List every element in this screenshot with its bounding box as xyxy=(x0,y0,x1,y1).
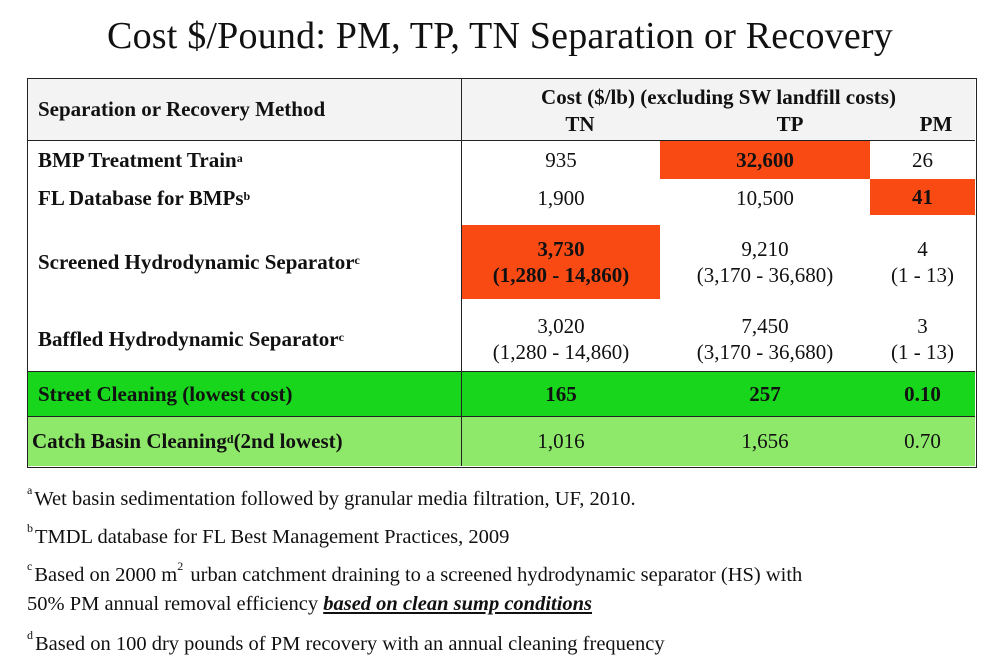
superscript-exponent: 2 xyxy=(177,558,184,573)
cell-screened-tn: 3,730 (1,280 - 14,860) xyxy=(462,225,660,299)
cost-header: Cost ($/lb) (excluding SW landfill costs… xyxy=(462,79,975,141)
cell-baffled-pm: 3 (1 - 13) xyxy=(870,307,975,371)
footnote-text: TMDL database for FL Best Management Pra… xyxy=(35,525,510,548)
cell-fl-tn: 1,900 xyxy=(537,185,585,210)
value-range: (1,280 - 14,860) xyxy=(492,263,630,287)
value-main: 9,210 xyxy=(741,236,789,261)
cell-screened-pm: 4 (1 - 13) xyxy=(870,217,975,307)
column-tp: TP xyxy=(776,112,804,136)
value-main: 3,730 xyxy=(537,236,585,261)
row-label-bmp: BMP Treatment Train a xyxy=(28,141,462,179)
footnote-mark: d xyxy=(27,628,33,643)
cell-street-pm: 0.10 xyxy=(870,371,975,417)
slide-title: Cost $/Pound: PM, TP, TN Separation or R… xyxy=(107,15,893,57)
row-label-suffix: (2nd lowest) xyxy=(233,429,343,453)
method-header: Separation or Recovery Method xyxy=(28,79,462,141)
footnote-text: urban catchment draining to a screened h… xyxy=(185,563,803,586)
cell-catch-pm: 0.70 xyxy=(870,417,975,466)
cost-table: Separation or Recovery Method Cost ($/lb… xyxy=(27,78,977,468)
value-range: (3,170 - 36,680) xyxy=(696,340,834,364)
cell-bmp-tn: 935 xyxy=(545,147,577,172)
footnote-emphasis: based on clean sump conditions xyxy=(323,593,593,616)
value-range: (1 - 13) xyxy=(891,263,954,287)
row-label-catch-basin: Catch Basin Cleaning d (2nd lowest) xyxy=(28,417,462,466)
value-main: 3,020 xyxy=(537,313,585,338)
row-label-fl-database: FL Database for BMPs b xyxy=(28,179,462,217)
footnote-ref: c xyxy=(338,329,344,344)
value-main: 4 xyxy=(917,236,928,261)
row-label-street-cleaning: Street Cleaning (lowest cost) xyxy=(28,371,462,417)
value-range: (1 - 13) xyxy=(891,340,954,364)
value-range: (3,170 - 36,680) xyxy=(696,263,834,287)
row-label-text: BMP Treatment Train xyxy=(38,147,237,172)
cell-screened-tp: 9,210 (3,170 - 36,680) xyxy=(660,217,870,307)
footnote-mark: c xyxy=(27,558,33,573)
footnote-text: Based on 2000 m xyxy=(34,563,178,586)
row-label-text: Baffled Hydrodynamic Separator xyxy=(38,326,339,351)
row-label-text: FL Database for BMPs xyxy=(38,185,244,210)
footnote-b: bTMDL database for FL Best Management Pr… xyxy=(27,516,987,552)
row-label-text: Catch Basin Cleaning xyxy=(32,429,227,453)
cell-bmp-pm: 26 xyxy=(912,147,933,172)
cell-street-tp: 257 xyxy=(660,371,870,417)
value-main: 7,450 xyxy=(741,313,789,338)
cell-catch-tn: 1,016 xyxy=(462,417,660,466)
footnote-ref: a xyxy=(236,150,243,165)
cell-fl-tp: 10,500 xyxy=(736,185,794,210)
cell-catch-tp: 1,656 xyxy=(660,417,870,466)
footnote-a: aWet basin sedimentation followed by gra… xyxy=(27,478,987,514)
footnote-c-line2: 50% PM annual removal efficiency based o… xyxy=(27,589,987,619)
footnote-ref: d xyxy=(226,432,234,446)
footnote-text: Based on 100 dry pounds of PM recovery w… xyxy=(35,633,665,656)
cell-street-tn: 165 xyxy=(462,371,660,417)
row-label-screened: Screened Hydrodynamic Separator c xyxy=(28,217,462,307)
row-label-text: Street Cleaning (lowest cost) xyxy=(38,381,293,406)
footnote-text: 50% PM annual removal efficiency xyxy=(27,593,324,616)
footnote-mark: b xyxy=(27,520,33,535)
cost-header-label: Cost ($/lb) (excluding SW landfill costs… xyxy=(541,85,896,109)
value-range: (1,280 - 14,860) xyxy=(492,340,630,364)
footnote-text: Wet basin sedimentation followed by gran… xyxy=(34,487,636,510)
footnote-ref: b xyxy=(243,188,251,203)
row-label-baffled: Baffled Hydrodynamic Separator c xyxy=(28,307,462,371)
footnotes: aWet basin sedimentation followed by gra… xyxy=(27,478,987,659)
value-main: 3 xyxy=(917,313,928,338)
footnote-c: cBased on 2000 m2 urban catchment draini… xyxy=(27,554,987,590)
cell-baffled-tn: 3,020 (1,280 - 14,860) xyxy=(462,307,660,371)
cell-bmp-tp: 32,600 xyxy=(660,141,870,179)
column-tn: TN xyxy=(565,112,595,136)
footnote-d: dBased on 100 dry pounds of PM recovery … xyxy=(27,623,987,659)
cell-fl-pm: 41 xyxy=(870,179,975,215)
footnote-mark: a xyxy=(27,483,33,497)
column-pm: PM xyxy=(919,112,953,136)
cell-baffled-tp: 7,450 (3,170 - 36,680) xyxy=(660,307,870,371)
row-label-text: Screened Hydrodynamic Separator xyxy=(38,249,355,274)
footnote-ref: c xyxy=(354,252,360,267)
